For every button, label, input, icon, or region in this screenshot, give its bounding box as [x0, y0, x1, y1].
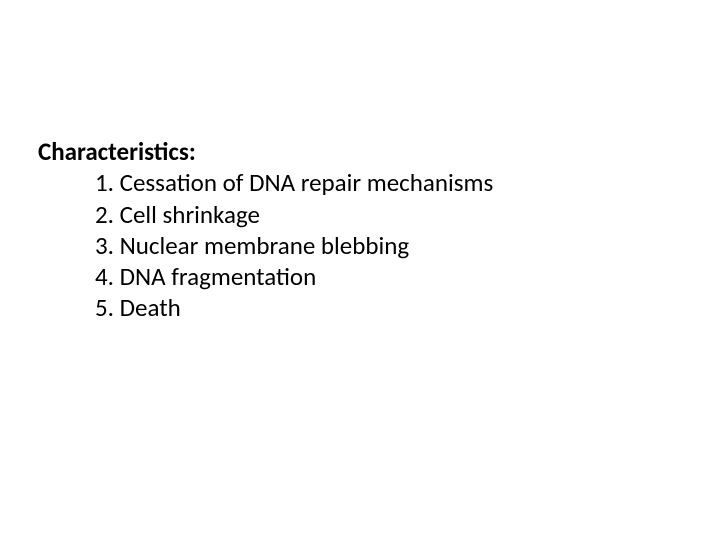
slide-content: Characteristics: 1. Cessation of DNA rep… — [0, 0, 720, 324]
list-item: 3. Nuclear membrane blebbing — [38, 230, 720, 261]
heading: Characteristics: — [38, 136, 720, 167]
list-item: 1. Cessation of DNA repair mechanisms — [38, 167, 720, 198]
list-item: 4. DNA fragmentation — [38, 261, 720, 292]
list-item: 5. Death — [38, 292, 720, 323]
list-item: 2. Cell shrinkage — [38, 199, 720, 230]
